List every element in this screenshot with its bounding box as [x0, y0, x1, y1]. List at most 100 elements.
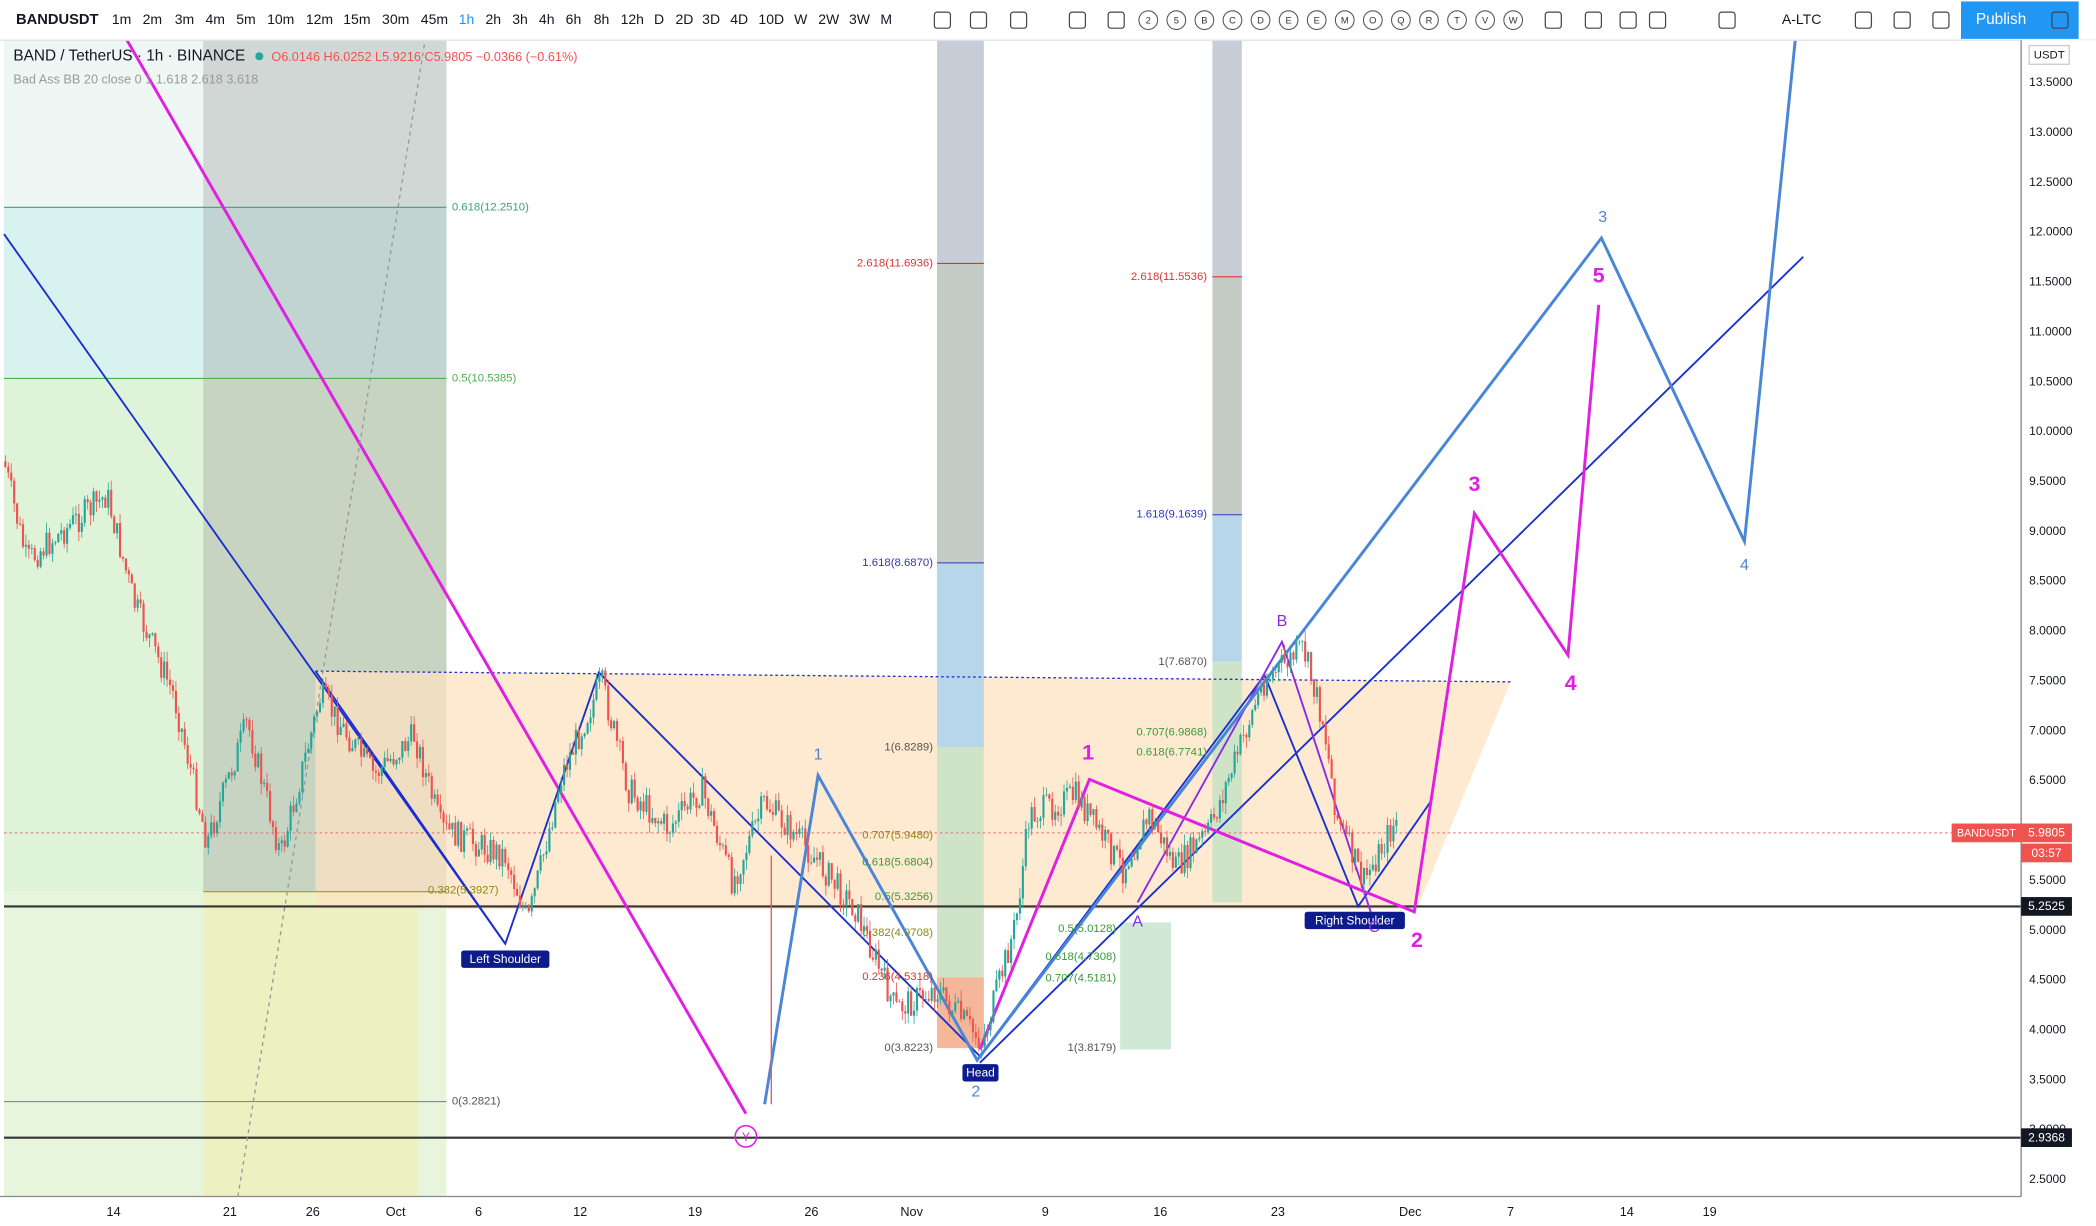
candle [1195, 839, 1198, 854]
tool-label[interactable]: M [1341, 15, 1349, 25]
interval-button[interactable]: 6h [566, 11, 582, 27]
tool-label[interactable]: E [1314, 15, 1320, 25]
interval-button[interactable]: 4h [539, 11, 555, 27]
tool-label[interactable]: Q [1397, 15, 1404, 25]
toolbar-icon[interactable] [1107, 11, 1125, 29]
tool-icon[interactable] [1362, 10, 1383, 31]
interval-button[interactable]: 8h [594, 11, 610, 27]
tool-icon[interactable] [1138, 10, 1159, 31]
interval-button[interactable]: D [654, 11, 664, 27]
interval-button[interactable]: 4D [730, 11, 748, 27]
interval-button[interactable]: 12h [621, 11, 644, 27]
toolbar-icon[interactable] [2051, 11, 2069, 29]
zone [937, 40, 984, 264]
candle [218, 801, 222, 823]
tool-icon[interactable] [1334, 10, 1355, 31]
publish-label[interactable]: Publish [1976, 11, 2026, 28]
tool-label[interactable]: B [1201, 15, 1207, 25]
interval-button[interactable]: 2m [143, 11, 162, 27]
interval-button[interactable]: 2h [485, 11, 501, 27]
interval-button[interactable]: 3D [702, 11, 720, 27]
toolbar-icon[interactable] [1648, 11, 1667, 29]
candle [1115, 845, 1119, 850]
tool-icon[interactable] [1306, 10, 1327, 31]
interval-button[interactable]: 3h [512, 11, 528, 27]
tool-label[interactable]: R [1426, 15, 1433, 25]
tool-icon[interactable] [1194, 10, 1215, 31]
tool-icon[interactable] [1250, 10, 1271, 31]
toolbar-icon[interactable] [1068, 11, 1087, 29]
tool-label[interactable]: 5 [1174, 15, 1179, 25]
toolbar-icon[interactable] [1544, 11, 1562, 29]
candle [827, 863, 830, 886]
tool-icon[interactable] [1166, 10, 1187, 31]
interval-button[interactable]: 12m [306, 11, 333, 27]
candle [577, 729, 580, 750]
candle [227, 772, 230, 779]
tool-icon[interactable] [1278, 10, 1299, 31]
tool-label[interactable]: C [1229, 15, 1236, 25]
interval-button[interactable]: 10m [267, 11, 294, 27]
fib-label: 1(7.6870) [1158, 656, 1207, 668]
tool-icon[interactable] [1447, 10, 1467, 31]
interval-button[interactable]: M [880, 11, 892, 27]
candle [345, 723, 348, 738]
interval-button[interactable]: 5m [236, 11, 255, 27]
toolbar-icon[interactable] [1009, 11, 1028, 29]
tool-label[interactable]: V [1482, 15, 1489, 25]
toolbar-icon[interactable] [933, 11, 952, 29]
interval-button[interactable]: 2W [818, 11, 840, 27]
candle [830, 863, 833, 880]
interval-button[interactable]: 3m [175, 11, 194, 27]
candle [548, 828, 551, 852]
toolbar-icon[interactable] [1893, 11, 1911, 29]
interval-button[interactable]: 45m [421, 11, 448, 27]
tool-icon[interactable] [1222, 10, 1243, 31]
candle [589, 717, 592, 724]
interval-button[interactable]: 10D [758, 11, 784, 27]
publish-button[interactable] [1960, 1, 2079, 39]
candle [430, 776, 433, 799]
candle [1177, 852, 1180, 857]
interval-button[interactable]: 3W [849, 11, 871, 27]
tool-icon[interactable] [1391, 10, 1411, 31]
interval-button[interactable]: 2D [675, 11, 693, 27]
candle [307, 748, 310, 753]
annotation-box [1304, 911, 1405, 930]
candle [930, 987, 933, 1001]
symbol[interactable]: BANDUSDT [16, 12, 98, 28]
toolbar-icon[interactable] [1619, 11, 1637, 29]
toolbar-icon[interactable] [1854, 11, 1873, 29]
tool-label[interactable]: E [1285, 15, 1291, 25]
candle [657, 821, 660, 824]
tool-label[interactable]: O [1369, 15, 1376, 25]
zone [203, 891, 419, 1197]
interval-button[interactable]: 4m [205, 11, 224, 27]
toolbar-icon[interactable] [1718, 11, 1736, 29]
interval-button[interactable]: 30m [382, 11, 409, 27]
layout-name[interactable]: A-LTC [1782, 11, 1821, 27]
tool-icon[interactable] [1475, 10, 1496, 31]
candle [1292, 652, 1295, 660]
tool-label[interactable]: W [1509, 15, 1518, 25]
candle [910, 991, 913, 1016]
candle [889, 995, 892, 1002]
candle [236, 742, 239, 772]
tool-icon[interactable] [1503, 10, 1524, 31]
interval-button[interactable]: 15m [343, 11, 370, 27]
toolbar-icon[interactable] [1932, 11, 1950, 29]
candle [945, 987, 948, 1001]
tool-label[interactable]: T [1454, 15, 1460, 25]
time-tick: 7 [1507, 1205, 1514, 1219]
tool-label[interactable]: D [1257, 15, 1264, 25]
toolbar-icon[interactable] [1584, 11, 1603, 29]
candle [1395, 820, 1398, 826]
tool-label[interactable]: 2 [1146, 15, 1151, 25]
tool-icon[interactable] [1419, 10, 1439, 31]
fib-label: 1(3.8179) [1068, 1042, 1117, 1054]
toolbar-icon[interactable] [969, 11, 988, 29]
candle [1136, 849, 1139, 860]
interval-button[interactable]: 1m [112, 11, 131, 27]
interval-button[interactable]: W [794, 11, 808, 27]
interval-button[interactable]: 1h [459, 11, 475, 27]
